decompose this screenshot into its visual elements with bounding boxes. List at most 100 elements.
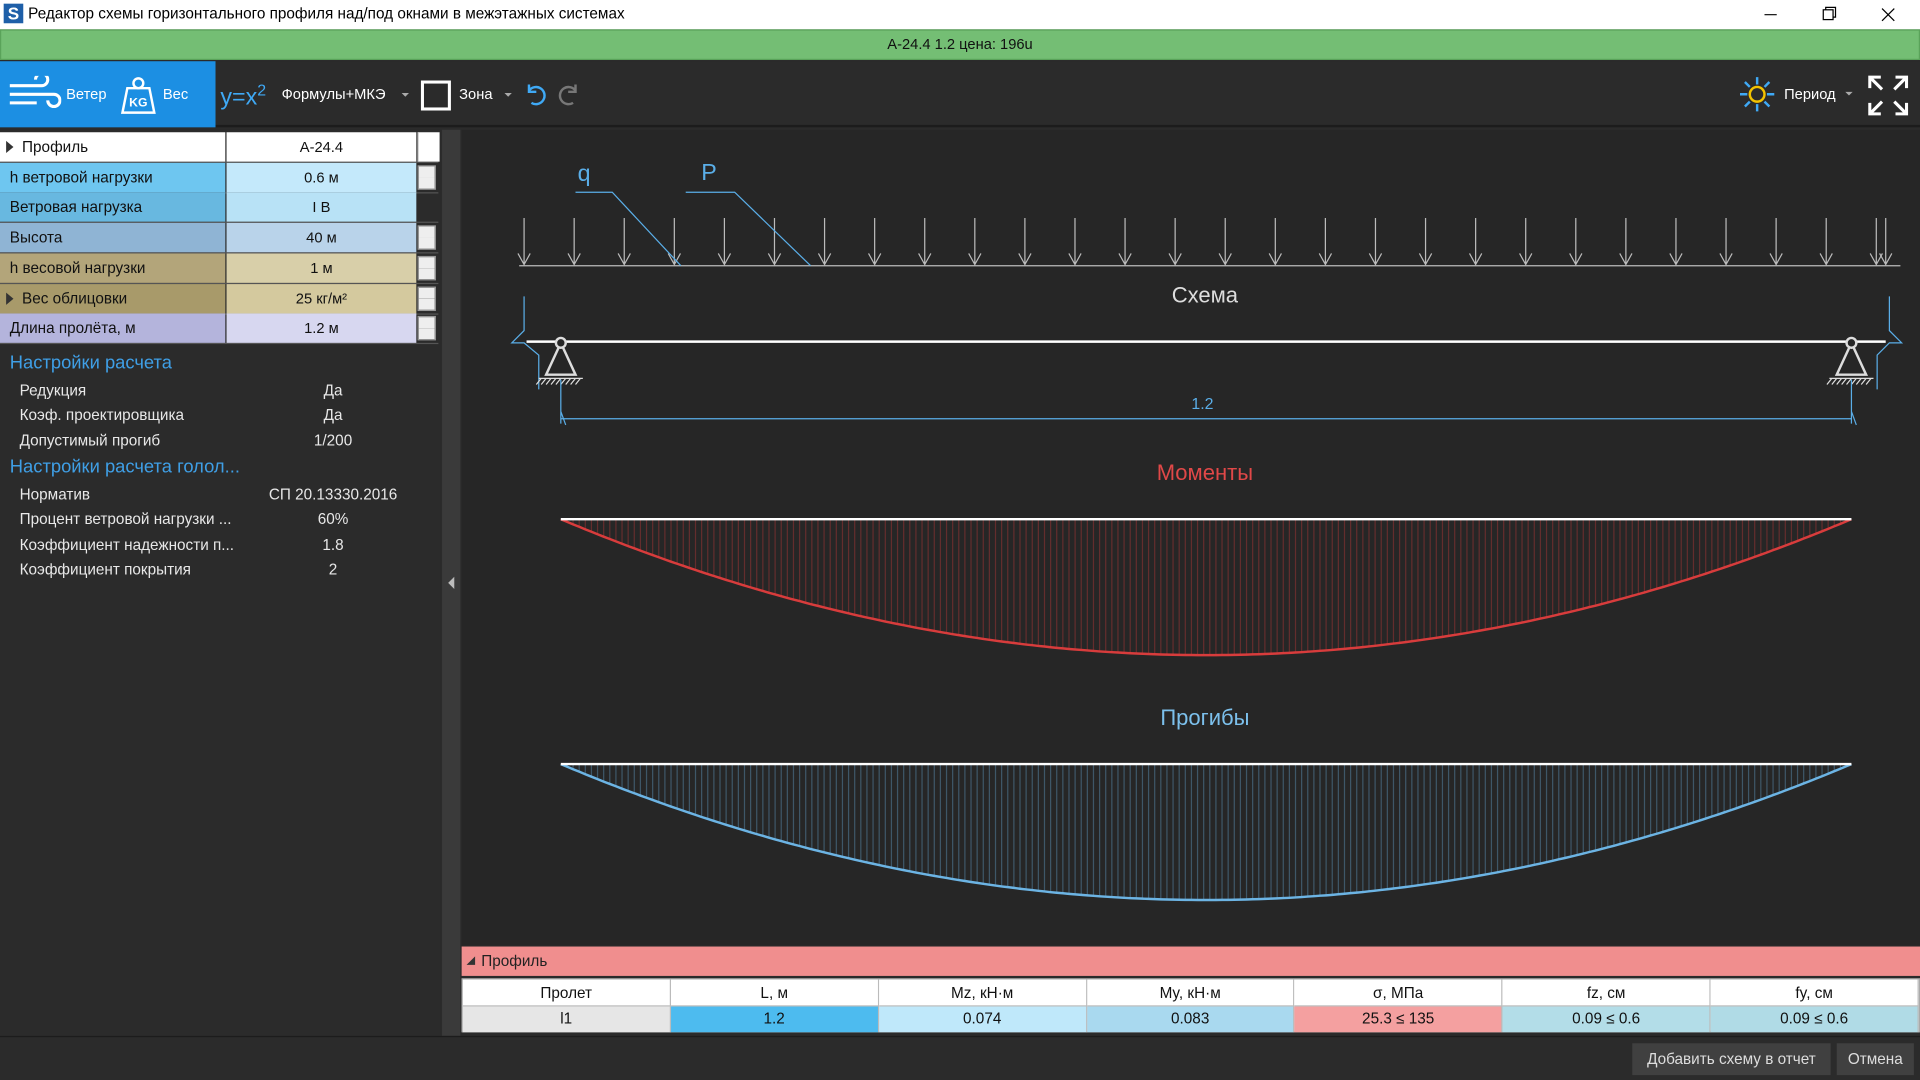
- weight-icon-text: KG: [129, 96, 147, 110]
- fullscreen-icon[interactable]: [1866, 73, 1910, 117]
- load-arrow: [1268, 217, 1282, 266]
- load-arrow: [918, 217, 932, 266]
- load-arrow: [1519, 217, 1533, 266]
- setting-value[interactable]: Да: [323, 382, 343, 400]
- property-panel: Профиль А-24.4 h ветровой нагрузки 0.6 м Вет…: [0, 129, 441, 1036]
- load-arrow: [1168, 217, 1182, 266]
- result-cell[interactable]: 25.3 ≤ 135: [1294, 1006, 1503, 1033]
- result-cell[interactable]: 0.09 ≤ 0.6: [1502, 1006, 1711, 1033]
- wind-button[interactable]: Ветер: [66, 85, 107, 103]
- property-label: h весовой нагрузки: [0, 253, 226, 283]
- setting-label: Допустимый прогиб: [19, 431, 161, 449]
- leader-q: [575, 191, 682, 267]
- dropdown[interactable]: [417, 132, 440, 162]
- formula-icon[interactable]: y=x2: [220, 81, 266, 112]
- result-cell[interactable]: 0.09 ≤ 0.6: [1710, 1006, 1919, 1033]
- setting-label: Норматив: [19, 485, 91, 504]
- setting-value[interactable]: 1/200: [313, 431, 353, 449]
- property-value[interactable]: 40 м: [226, 222, 417, 253]
- cancel-button[interactable]: Отмена: [1836, 1043, 1914, 1076]
- splitter[interactable]: [442, 129, 461, 1036]
- setting-value[interactable]: Да: [323, 406, 343, 425]
- load-arrow: [1118, 217, 1132, 266]
- leader-p: [685, 191, 812, 267]
- setting-value[interactable]: 60%: [317, 510, 349, 528]
- setting-label: Процент ветровой нагрузки ...: [19, 510, 232, 528]
- load-arrow: [1619, 217, 1633, 266]
- spinner[interactable]: [417, 316, 436, 341]
- setting-label: Коэффициент покрытия: [19, 560, 191, 578]
- column-header[interactable]: L, м: [670, 979, 879, 1007]
- load-arrow: [1669, 217, 1683, 266]
- load-label-p: P: [701, 159, 717, 185]
- load-arrow: [1819, 217, 1833, 266]
- scheme-drawing: [510, 191, 1904, 902]
- property-value[interactable]: I В: [226, 192, 417, 223]
- result-cell[interactable]: 1.2: [670, 1006, 879, 1033]
- property-row: Длина пролёта, м 1.2 м: [0, 313, 439, 345]
- wind-icon[interactable]: [7, 75, 62, 113]
- property-value[interactable]: 0.6 м: [226, 162, 417, 192]
- setting-value[interactable]: 2: [328, 560, 338, 578]
- settings-section-title[interactable]: Настройки расчета: [9, 352, 172, 374]
- property-label: Вес облицовки: [0, 283, 226, 313]
- load-arrow: [1879, 217, 1893, 266]
- load-arrow: [1769, 217, 1783, 266]
- add-to-report-button[interactable]: Добавить схему в отчет: [1632, 1043, 1831, 1076]
- window-controls[interactable]: [1751, 0, 1920, 29]
- expander: [6, 292, 14, 305]
- period-arrow: [1845, 91, 1853, 96]
- column-header[interactable]: Пролет: [462, 979, 671, 1007]
- formula-button[interactable]: Формулы+МКЭ: [281, 85, 386, 103]
- property-row: Вес облицовки 25 кг/м²: [0, 283, 439, 315]
- column-header[interactable]: fz, см: [1502, 979, 1711, 1007]
- load-arrow: [1018, 217, 1032, 266]
- load-arrow: [817, 217, 832, 266]
- spinner[interactable]: [417, 164, 436, 190]
- column-header[interactable]: My, кН·м: [1086, 979, 1295, 1007]
- column-header[interactable]: fy, см: [1710, 979, 1919, 1007]
- property-value[interactable]: 25 кг/м²: [226, 283, 417, 313]
- property-row: h ветровой нагрузки 0.6 м: [0, 162, 439, 194]
- results-header[interactable]: Профиль: [461, 946, 1920, 976]
- load-arrow: [968, 217, 982, 266]
- load-arrow: [1218, 217, 1232, 266]
- property-label: Длина пролёта, м: [0, 313, 226, 344]
- spinner[interactable]: [417, 255, 436, 281]
- scheme-canvas: q P Схема 1.2 Моменты Прогибы: [461, 129, 1920, 946]
- result-cell[interactable]: 0.083: [1086, 1006, 1295, 1033]
- property-row: h весовой нагрузки 1 м: [0, 253, 439, 284]
- support: [544, 339, 578, 376]
- column-header[interactable]: Mz, кН·м: [878, 979, 1087, 1007]
- zone-button[interactable]: Зона: [459, 85, 493, 103]
- property-value[interactable]: А-24.4: [226, 132, 417, 162]
- load-arrow: [1318, 217, 1333, 266]
- property-value[interactable]: 1 м: [226, 253, 417, 283]
- setting-value[interactable]: 1.8: [322, 535, 344, 553]
- results-title: Профиль: [481, 952, 548, 970]
- spinner[interactable]: [417, 225, 436, 250]
- weight-icon[interactable]: KG: [118, 76, 160, 115]
- result-cell[interactable]: 0.074: [878, 1006, 1087, 1033]
- load-arrow: [1368, 217, 1383, 266]
- load-arrow: [1468, 217, 1483, 266]
- column-header[interactable]: σ, МПа: [1294, 979, 1503, 1007]
- toolbar: Ветер KG Вес y=x2 Формулы+МКЭ Зона Перио…: [0, 61, 1920, 128]
- load-arrow: [1569, 217, 1583, 266]
- setting-label: Редукция: [19, 382, 87, 400]
- setting-value[interactable]: СП 20.13330.2016: [268, 485, 398, 504]
- moments-title: Моменты: [1157, 460, 1253, 485]
- load-arrow: [667, 217, 681, 266]
- period-button[interactable]: Период: [1784, 85, 1836, 103]
- period-icon[interactable]: [1736, 73, 1780, 115]
- zone-icon[interactable]: [419, 78, 456, 115]
- property-value[interactable]: 1.2 м: [226, 313, 417, 344]
- weight-button[interactable]: Вес: [162, 85, 189, 103]
- spinner[interactable]: [417, 285, 436, 311]
- window-title: Редактор схемы горизонтального профиля н…: [28, 4, 625, 23]
- moment-curve: [560, 518, 1852, 657]
- undo-redo[interactable]: [522, 81, 583, 108]
- settings-section-title[interactable]: Настройки расчета голол...: [9, 456, 240, 478]
- result-cell[interactable]: l1: [462, 1006, 671, 1033]
